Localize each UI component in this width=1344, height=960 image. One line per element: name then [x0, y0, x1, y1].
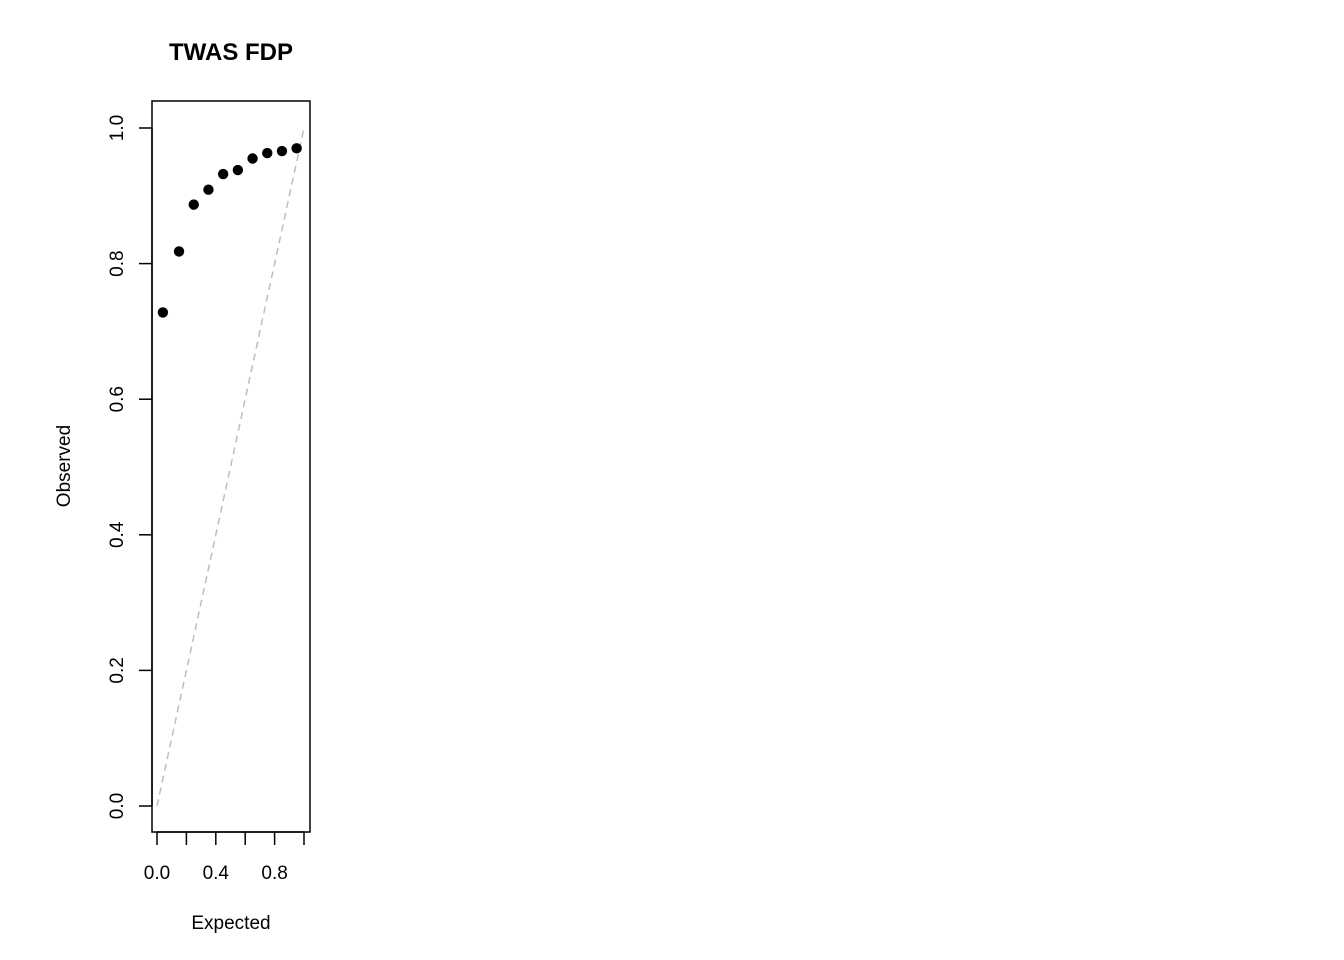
data-point [232, 164, 244, 176]
y-tick-label: 0.8 [107, 250, 128, 276]
data-point [173, 246, 185, 257]
x-tick-label: 0.0 [144, 863, 170, 884]
x-tick-label: 0.8 [261, 863, 287, 884]
reference-line [156, 127, 305, 807]
y-tick-label: 0.0 [107, 793, 128, 819]
data-point [291, 143, 302, 154]
y-tick-label: 0.4 [107, 521, 128, 548]
data-points [157, 143, 302, 318]
data-point [157, 307, 169, 318]
y-tick-label: 0.6 [107, 386, 128, 412]
y-axis: 0.0 0.2 0.4 0.6 0.8 1.0 [107, 115, 153, 819]
y-tick-label: 1.0 [107, 115, 128, 141]
y-axis-label: Observed [54, 425, 75, 507]
chart-title: TWAS FDP [169, 39, 293, 66]
x-axis-label: Expected [191, 913, 270, 934]
data-point [262, 147, 273, 159]
data-point [188, 199, 199, 210]
data-point [217, 168, 229, 180]
data-point [247, 153, 258, 164]
y-tick-label: 0.2 [107, 657, 128, 683]
data-point [203, 184, 214, 195]
x-axis: 0.0 0.4 0.8 [144, 831, 305, 884]
data-point [276, 145, 288, 157]
x-tick-label: 0.4 [203, 863, 230, 884]
